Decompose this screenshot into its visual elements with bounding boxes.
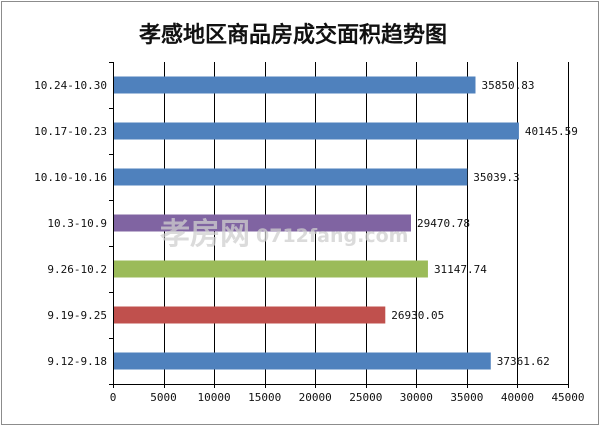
category-label: 9.12-9.18	[47, 355, 107, 368]
bar	[114, 306, 386, 324]
bar	[114, 76, 476, 94]
category-label: 10.17-10.23	[34, 125, 107, 138]
value-label: 31147.74	[434, 263, 487, 276]
bar	[114, 352, 491, 370]
x-tick-label: 35000	[450, 391, 483, 404]
category-label: 9.19-9.25	[47, 309, 107, 322]
category-label: 10.24-10.30	[34, 79, 107, 92]
x-axis-ticks: 0 5000 10000 15000 20000 25000 30000 35000 40000…	[110, 391, 585, 404]
value-label: 26930.05	[391, 309, 444, 322]
bar	[114, 122, 519, 140]
value-label: 35039.3	[473, 171, 519, 184]
bar	[114, 214, 411, 232]
x-tick-label: 25000	[349, 391, 382, 404]
value-labels: 35850.83 40145.59 35039.3 29470.78 31147.74 2…	[391, 79, 578, 368]
value-label: 40145.59	[525, 125, 578, 138]
bars	[114, 76, 519, 370]
category-label: 10.3-10.9	[47, 217, 107, 230]
watermark-site: 0712fang.com	[256, 225, 408, 247]
bar	[114, 260, 428, 278]
watermark-logo: 孝房网	[160, 217, 250, 252]
x-tick-label: 0	[110, 391, 117, 404]
category-labels: 10.24-10.30 10.17-10.23 10.10-10.16 10.3-10…	[34, 79, 107, 368]
x-tick-label: 20000	[299, 391, 332, 404]
chart-title: 孝感地区商品房成交面积趋势图	[138, 22, 447, 48]
x-tick-label: 30000	[400, 391, 433, 404]
x-tick-label: 45000	[551, 391, 584, 404]
x-tick-label: 40000	[501, 391, 534, 404]
value-label: 37361.62	[497, 355, 550, 368]
value-label: 29470.78	[417, 217, 470, 230]
site-watermark: 孝房网 0712fang.com	[160, 217, 408, 252]
x-tick-label: 5000	[150, 391, 177, 404]
value-label: 35850.83	[481, 79, 534, 92]
category-label: 10.10-10.16	[34, 171, 107, 184]
category-label: 9.26-10.2	[47, 263, 107, 276]
x-tick-label: 15000	[248, 391, 281, 404]
x-tick-label: 10000	[198, 391, 231, 404]
bar	[114, 168, 468, 186]
